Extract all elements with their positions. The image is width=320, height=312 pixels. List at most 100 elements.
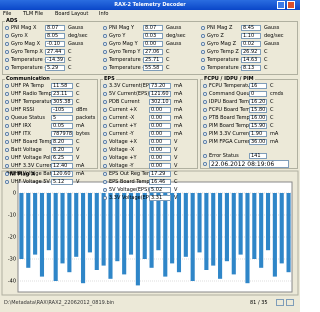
radio-button[interactable]	[5, 66, 9, 70]
radio-button[interactable]	[103, 116, 107, 120]
menu-item[interactable]: TLM File	[23, 11, 44, 17]
radio-button[interactable]	[203, 100, 207, 104]
radio-button[interactable]	[103, 58, 107, 62]
radio-button[interactable]	[5, 172, 9, 176]
field-label: UHF Board Temp	[11, 139, 53, 145]
menu-item[interactable]: Board Layout	[55, 11, 89, 17]
radio-button[interactable]	[103, 124, 107, 128]
radio-button[interactable]	[103, 172, 107, 176]
field-label: UHF RSSI	[11, 107, 35, 113]
radio-button[interactable]	[103, 188, 107, 192]
radio-button[interactable]	[5, 58, 9, 62]
radio-button[interactable]	[5, 50, 9, 54]
field-unit: Gauss	[264, 25, 280, 31]
field-value: -14.39	[45, 57, 65, 63]
field-label: Batt Voltage	[11, 147, 42, 153]
radio-button[interactable]	[203, 124, 207, 128]
radio-button[interactable]	[201, 66, 205, 70]
radio-button[interactable]	[203, 116, 207, 120]
radio-button[interactable]	[203, 140, 207, 144]
radio-button[interactable]	[5, 180, 9, 184]
radio-button[interactable]	[103, 100, 107, 104]
field-value: 0.05	[51, 123, 73, 129]
field-label: Temperature -Y	[109, 65, 147, 71]
field-label: UHF IRX	[11, 123, 32, 129]
radio-button[interactable]	[103, 156, 107, 160]
radio-button[interactable]	[201, 58, 205, 62]
radio-button[interactable]	[5, 116, 9, 120]
radio-button[interactable]	[103, 84, 107, 88]
title-bar	[0, 0, 300, 10]
radio-button[interactable]	[5, 132, 9, 136]
radio-button[interactable]	[103, 164, 107, 168]
radio-button[interactable]	[5, 124, 9, 128]
radio-button[interactable]	[203, 108, 207, 112]
field-label: Voltage -X	[109, 147, 135, 153]
field-value: 23.11	[51, 91, 73, 97]
radio-button[interactable]	[201, 42, 205, 46]
menu-item[interactable]: Info	[99, 11, 109, 17]
radio-button[interactable]	[201, 34, 205, 38]
field-label: FCPU Temperature	[209, 83, 256, 89]
radio-button[interactable]	[5, 164, 9, 168]
field-value: 15.80	[249, 107, 267, 113]
radio-button[interactable]	[5, 140, 9, 144]
field-unit: V	[76, 147, 80, 153]
radio-button[interactable]	[103, 180, 107, 184]
radio-button[interactable]	[5, 42, 9, 46]
field-unit: C	[270, 107, 274, 113]
field-label: PNI Mag Z	[207, 25, 233, 31]
app-window: RAX-2 Telemetry Decoder PNI Mag X 0 -10 -20…	[0, 0, 300, 312]
radio-button[interactable]	[103, 50, 107, 54]
radio-button[interactable]	[103, 66, 107, 70]
radio-button[interactable]	[103, 92, 107, 96]
radio-button[interactable]	[103, 132, 107, 136]
menu-item[interactable]: File	[3, 11, 12, 17]
maximize-button[interactable]	[277, 1, 285, 9]
radio-button[interactable]	[5, 84, 9, 88]
radio-button[interactable]	[201, 50, 205, 54]
radio-button[interactable]	[103, 140, 107, 144]
radio-button[interactable]	[103, 148, 107, 152]
radio-button[interactable]	[203, 84, 207, 88]
radio-button[interactable]	[203, 162, 207, 166]
radio-button[interactable]	[103, 34, 107, 38]
radio-button[interactable]	[5, 148, 9, 152]
field-value: 120.60	[51, 171, 73, 177]
bar	[87, 193, 92, 253]
field-value: 5	[51, 115, 73, 121]
bar	[156, 193, 161, 251]
radio-button[interactable]	[203, 92, 207, 96]
radio-button[interactable]	[203, 132, 207, 136]
close-button[interactable]	[287, 1, 295, 9]
field-value: 8.20	[51, 139, 73, 145]
field-value: 0.00	[143, 41, 163, 47]
radio-button[interactable]	[5, 26, 9, 30]
field-value: 0.00	[149, 147, 171, 153]
radio-button[interactable]	[203, 154, 207, 158]
y-tick-label: -40	[8, 279, 16, 285]
field-value: 26.92	[241, 49, 261, 55]
radio-button[interactable]	[103, 108, 107, 112]
field-label: Voltage +Y	[109, 155, 137, 161]
radio-button[interactable]	[103, 42, 107, 46]
radio-button[interactable]	[5, 156, 9, 160]
field-label: Gyro Y	[109, 33, 126, 39]
y-tick-label: -20	[8, 235, 16, 241]
bar	[74, 193, 79, 257]
scroll-button[interactable]	[276, 299, 284, 306]
radio-button[interactable]	[5, 92, 9, 96]
radio-button[interactable]	[103, 26, 107, 30]
radio-button[interactable]	[103, 196, 107, 200]
field-label: Voltage -Y	[109, 163, 134, 169]
radio-button[interactable]	[5, 108, 9, 112]
field-unit: C	[270, 123, 274, 129]
scroll-button[interactable]	[286, 299, 294, 306]
field-unit: mA	[174, 83, 183, 89]
bar	[218, 193, 223, 279]
radio-button[interactable]	[5, 100, 9, 104]
radio-button[interactable]	[5, 34, 9, 38]
bar	[163, 193, 168, 277]
field-value: 121.60	[149, 91, 171, 97]
radio-button[interactable]	[201, 26, 205, 30]
